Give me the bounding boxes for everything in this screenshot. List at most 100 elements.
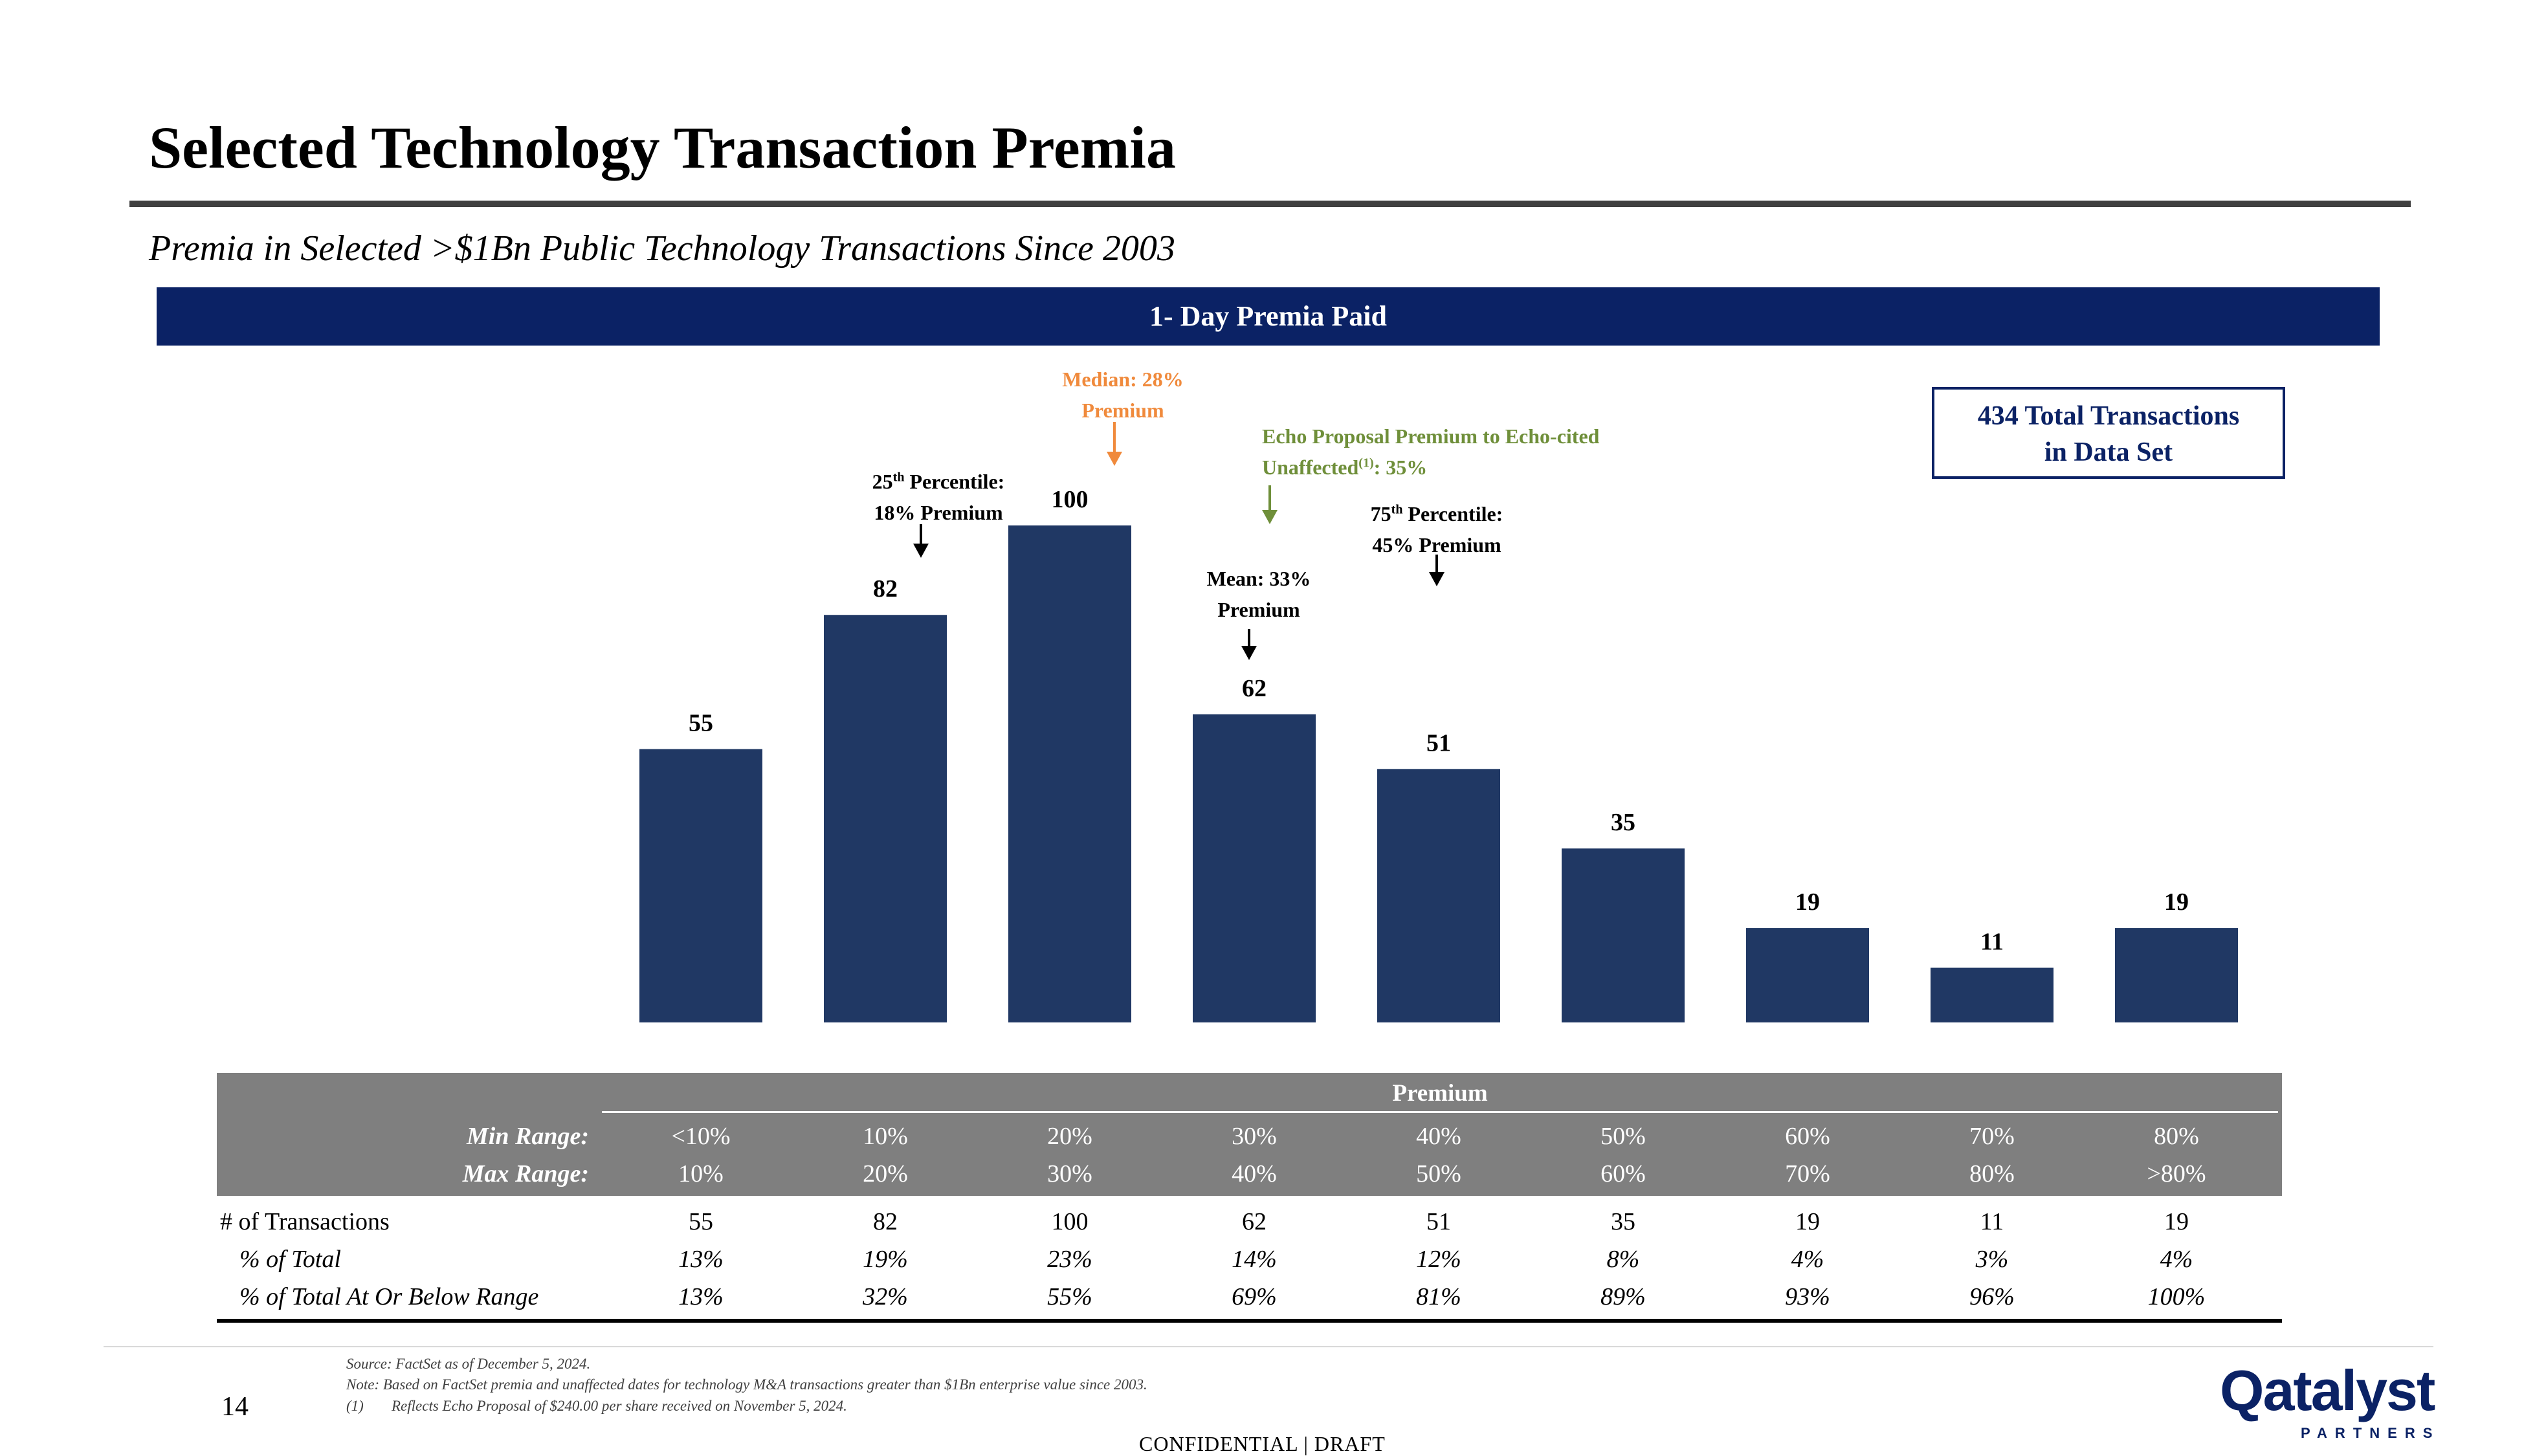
total-box-line1: 434 Total Transactions — [1977, 401, 2240, 431]
max-range-cell: 50% — [1416, 1160, 1461, 1187]
table-cell: 19% — [863, 1246, 908, 1273]
mean-arrowhead — [1241, 646, 1257, 660]
table-cell: 81% — [1416, 1283, 1461, 1310]
bar-value-label-2: 82 — [873, 575, 898, 602]
p75-line1: 75th Percentile: — [1370, 502, 1503, 525]
mean-annotation: Mean: 33% Premium — [1162, 563, 1356, 625]
mean-line2: Premium — [1217, 598, 1300, 621]
footer-note: Note: Based on FactSet premia and unaffe… — [346, 1376, 1147, 1393]
table-cell: 100 — [1051, 1208, 1089, 1235]
median-annotation: Median: 28% Premium — [1026, 364, 1220, 426]
bar-6 — [1562, 848, 1685, 1022]
table-cell: 19 — [1795, 1208, 1820, 1235]
p25-annotation: 25th Percentile: 18% Premium — [835, 466, 1042, 528]
table-row-label: % of Total — [239, 1246, 341, 1273]
max-range-cell: 10% — [678, 1160, 724, 1187]
bar-value-label-9: 19 — [2164, 888, 2189, 916]
bar-value-label-1: 55 — [689, 710, 713, 737]
p25-line1: 25th Percentile: — [872, 470, 1005, 493]
p75-arrowhead — [1429, 572, 1445, 586]
mean-line1: Mean: 33% — [1206, 567, 1311, 590]
bar-value-label-6: 35 — [1611, 809, 1635, 836]
qatalyst-logo: Qatalyst — [2220, 1358, 2435, 1422]
min-range-cell: 70% — [1969, 1123, 2015, 1150]
bar-value-label-4: 62 — [1242, 675, 1267, 702]
total-box-line2: in Data Set — [2044, 437, 2173, 467]
title-divider — [129, 201, 2411, 207]
table-premium-label: Premium — [1392, 1080, 1488, 1107]
footer-divider — [104, 1346, 2433, 1347]
table-cell: 89% — [1600, 1283, 1646, 1310]
qatalyst-logo-sub: PARTNERS — [2301, 1425, 2441, 1441]
table-cell: 4% — [1791, 1246, 1824, 1273]
echo-line2: Unaffected(1): 35% — [1262, 456, 1428, 479]
page-subtitle: Premia in Selected >$1Bn Public Technolo… — [149, 228, 1175, 269]
max-range-label: Max Range: — [462, 1160, 589, 1187]
min-range-label: Min Range: — [467, 1123, 589, 1150]
table-cell: 62 — [1242, 1208, 1267, 1235]
max-range-cell: 80% — [1969, 1160, 2015, 1187]
min-range-cell: 40% — [1416, 1123, 1461, 1150]
min-range-cell: 20% — [1047, 1123, 1092, 1150]
p25-line2: 18% Premium — [874, 501, 1003, 524]
table-cell: 13% — [678, 1246, 724, 1273]
table-cell: 32% — [863, 1283, 908, 1310]
max-range-cell: >80% — [2147, 1160, 2206, 1187]
median-arrowhead — [1107, 452, 1122, 466]
premium-divider — [602, 1111, 2278, 1113]
table-cell: 13% — [678, 1283, 724, 1310]
table-cell: 96% — [1969, 1283, 2015, 1310]
median-line1: Median: 28% — [1062, 368, 1184, 391]
page-number: 14 — [221, 1392, 249, 1422]
bar-2 — [824, 615, 947, 1022]
bar-value-label-5: 51 — [1426, 729, 1451, 756]
footer-source: Source: FactSet as of December 5, 2024. — [346, 1356, 591, 1372]
p75-line2: 45% Premium — [1372, 533, 1501, 557]
echo-annotation: Echo Proposal Premium to Echo-cited Unaf… — [1262, 421, 1599, 483]
table-cell: 12% — [1416, 1246, 1461, 1273]
table-cell: 35 — [1611, 1208, 1635, 1235]
premia-bar-chart: 55 82 100 62 51 35 19 11 19 — [639, 422, 2238, 1022]
table-row-label: # of Transactions — [220, 1208, 390, 1235]
min-range-cell: <10% — [671, 1123, 731, 1150]
footnote-marker: (1) — [346, 1398, 364, 1414]
table-cell: 82 — [873, 1208, 898, 1235]
table-header-band — [217, 1073, 2282, 1196]
table-cell: 93% — [1785, 1283, 1830, 1310]
table-cell: 14% — [1232, 1246, 1277, 1273]
chart-banner: 1- Day Premia Paid — [157, 287, 2380, 346]
echo-arrowhead — [1262, 510, 1278, 524]
max-range-cell: 60% — [1600, 1160, 1646, 1187]
bar-value-label-3: 100 — [1052, 486, 1089, 513]
bar-4 — [1193, 714, 1316, 1022]
confidential-label: CONFIDENTIAL | DRAFT — [1139, 1432, 1386, 1455]
table-cell: 100% — [2147, 1283, 2206, 1310]
min-range-cell: 50% — [1600, 1123, 1646, 1150]
table-cell: 11 — [1980, 1208, 2004, 1235]
echo-line1: Echo Proposal Premium to Echo-cited — [1262, 425, 1600, 448]
page-title: Selected Technology Transaction Premia — [149, 115, 1176, 181]
table-row-label: % of Total At Or Below Range — [239, 1283, 539, 1310]
bar-5 — [1377, 769, 1500, 1022]
bar-8 — [1931, 967, 2054, 1022]
bar-value-label-8: 11 — [1980, 929, 2004, 956]
bar-1 — [639, 749, 762, 1022]
bar-7 — [1746, 928, 1869, 1022]
table-cell: 55% — [1047, 1283, 1092, 1310]
table-cell: 4% — [2160, 1246, 2193, 1273]
table-bottom-rule — [217, 1319, 2282, 1323]
min-range-cell: 10% — [863, 1123, 908, 1150]
max-range-cell: 20% — [863, 1160, 908, 1187]
table-cell: 23% — [1047, 1246, 1092, 1273]
min-range-cell: 80% — [2154, 1123, 2199, 1150]
table-cell: 51 — [1426, 1208, 1451, 1235]
bar-3 — [1008, 525, 1131, 1022]
p25-arrowhead — [913, 544, 929, 558]
max-range-cell: 30% — [1047, 1160, 1092, 1187]
table-cell: 69% — [1232, 1283, 1277, 1310]
bar-value-label-7: 19 — [1795, 888, 1820, 916]
min-range-cell: 30% — [1232, 1123, 1277, 1150]
footnote-text: Reflects Echo Proposal of $240.00 per sh… — [392, 1398, 847, 1414]
table-cell: 19 — [2164, 1208, 2189, 1235]
table-cell: 8% — [1606, 1246, 1640, 1273]
